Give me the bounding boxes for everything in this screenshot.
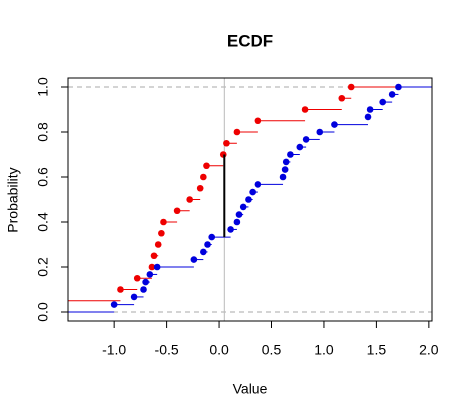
x-tick-label: 1.0	[314, 342, 334, 358]
point	[130, 293, 138, 301]
point	[331, 121, 338, 128]
point	[366, 106, 374, 113]
point	[223, 139, 230, 147]
point	[287, 151, 294, 158]
point	[196, 184, 204, 192]
point	[279, 173, 287, 181]
point	[154, 241, 162, 248]
x-tick-label: 1.5	[367, 342, 387, 358]
point	[233, 218, 241, 226]
point	[254, 181, 262, 188]
point	[316, 128, 324, 136]
point	[239, 203, 247, 211]
point	[395, 83, 402, 91]
point	[219, 151, 227, 158]
x-tick-label: 0.5	[262, 342, 282, 358]
point	[347, 83, 355, 91]
point	[227, 226, 234, 233]
point	[160, 218, 167, 226]
point	[233, 128, 241, 136]
point	[142, 278, 149, 286]
point	[338, 94, 346, 102]
point	[301, 106, 309, 113]
point	[153, 263, 161, 271]
point	[379, 98, 386, 106]
point	[117, 286, 124, 293]
point	[158, 229, 165, 237]
point	[110, 301, 118, 308]
point	[173, 207, 181, 215]
point	[204, 241, 211, 248]
point	[148, 263, 156, 271]
point	[203, 162, 210, 170]
point	[186, 196, 193, 203]
y-tick-label: 1.0	[35, 77, 51, 97]
x-axis-label: Value	[233, 381, 268, 397]
point	[281, 166, 289, 173]
plot-frame	[67, 77, 433, 322]
y-tick-label: 0.0	[35, 302, 51, 322]
point	[254, 117, 262, 125]
point	[200, 173, 207, 181]
point	[200, 248, 207, 256]
point	[140, 286, 147, 293]
y-axis-label: Probability	[5, 167, 21, 232]
point	[282, 158, 290, 166]
y-tick-label: 0.4	[35, 212, 51, 232]
point	[235, 211, 243, 218]
point	[296, 143, 304, 151]
point	[249, 188, 256, 196]
point	[208, 233, 216, 241]
point	[245, 196, 252, 203]
point	[302, 136, 310, 143]
point	[388, 91, 396, 98]
y-tick-label: 0.8	[35, 122, 51, 142]
chart-title: ECDF	[227, 31, 273, 50]
plot-area	[68, 78, 432, 321]
point	[146, 271, 154, 278]
y-tick-label: 0.6	[35, 167, 51, 187]
point	[150, 252, 158, 260]
point	[364, 113, 372, 121]
x-tick-label: 0.0	[209, 342, 229, 358]
x-tick-label: -1.0	[102, 342, 126, 358]
point	[190, 256, 198, 263]
x-tick-label: -0.5	[155, 342, 179, 358]
x-tick-label: 2.0	[419, 342, 439, 358]
point	[133, 274, 141, 282]
y-tick-label: 0.2	[35, 257, 51, 277]
